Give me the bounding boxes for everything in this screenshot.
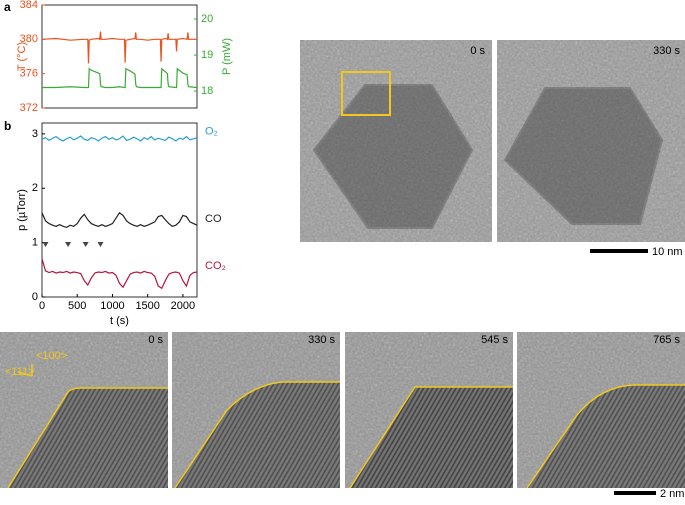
series-line (41, 31, 197, 64)
hrtem-image (345, 332, 513, 488)
y-tick-label: 380 (20, 33, 38, 45)
tem-image (300, 40, 492, 242)
x-tick-label: 0 (39, 300, 45, 312)
scale-bar-label: 2 nm (660, 488, 684, 500)
scale-bar-label: 10 nm (652, 246, 683, 258)
time-label: 0 s (148, 334, 163, 346)
panel-label: a (4, 0, 11, 14)
series-label: CO (205, 213, 222, 225)
y2-axis-label: P (mW) (221, 38, 233, 75)
series-label: O₂ (205, 126, 218, 138)
x-tick-label: 1500 (135, 300, 159, 312)
arrowhead (65, 242, 72, 247)
arrowhead (42, 242, 49, 247)
tem-image (497, 40, 685, 242)
time-label: 0 s (470, 45, 485, 57)
plot-frame (41, 4, 198, 109)
hrtem-image (517, 332, 685, 488)
x-tick-label: 500 (68, 300, 86, 312)
arrowhead (82, 242, 89, 247)
x-tick-label: 2000 (171, 300, 195, 312)
arrowhead (97, 242, 104, 247)
direction-label: <111> (5, 366, 35, 378)
hrtem-image (172, 332, 340, 488)
series-line (41, 211, 198, 229)
series-line (41, 135, 198, 142)
time-label: 330 s (308, 334, 335, 346)
y2-tick-label: 18 (201, 85, 213, 97)
x-axis-label: t (s) (110, 315, 129, 327)
x-tick-label: 1000 (100, 300, 124, 312)
series-line (41, 258, 198, 290)
y2-tick-label: 19 (201, 49, 213, 61)
plot-frame (41, 122, 198, 298)
time-label: 330 s (653, 45, 680, 57)
panel-label: b (4, 119, 11, 133)
time-label: 765 s (653, 334, 680, 346)
y-tick-label: 384 (20, 0, 38, 11)
y-tick-label: 0 (32, 291, 38, 303)
time-label: 545 s (481, 334, 508, 346)
y-tick-label: 1 (32, 237, 38, 249)
y-tick-label: 3 (32, 128, 38, 140)
y-tick-label: 2 (32, 182, 38, 194)
y-axis-label: p (µTorr) (16, 189, 28, 231)
y-axis-label: T (°C) (16, 42, 28, 71)
direction-label: <100> (36, 350, 67, 362)
y2-tick-label: 20 (201, 13, 213, 25)
scale-bar (614, 491, 656, 495)
y-tick-label: 376 (20, 68, 38, 80)
scale-bar (590, 249, 648, 253)
y-tick-label: 372 (20, 102, 38, 114)
hrtem-image (0, 332, 168, 488)
series-label: CO₂ (205, 260, 226, 272)
series-line (42, 67, 198, 89)
